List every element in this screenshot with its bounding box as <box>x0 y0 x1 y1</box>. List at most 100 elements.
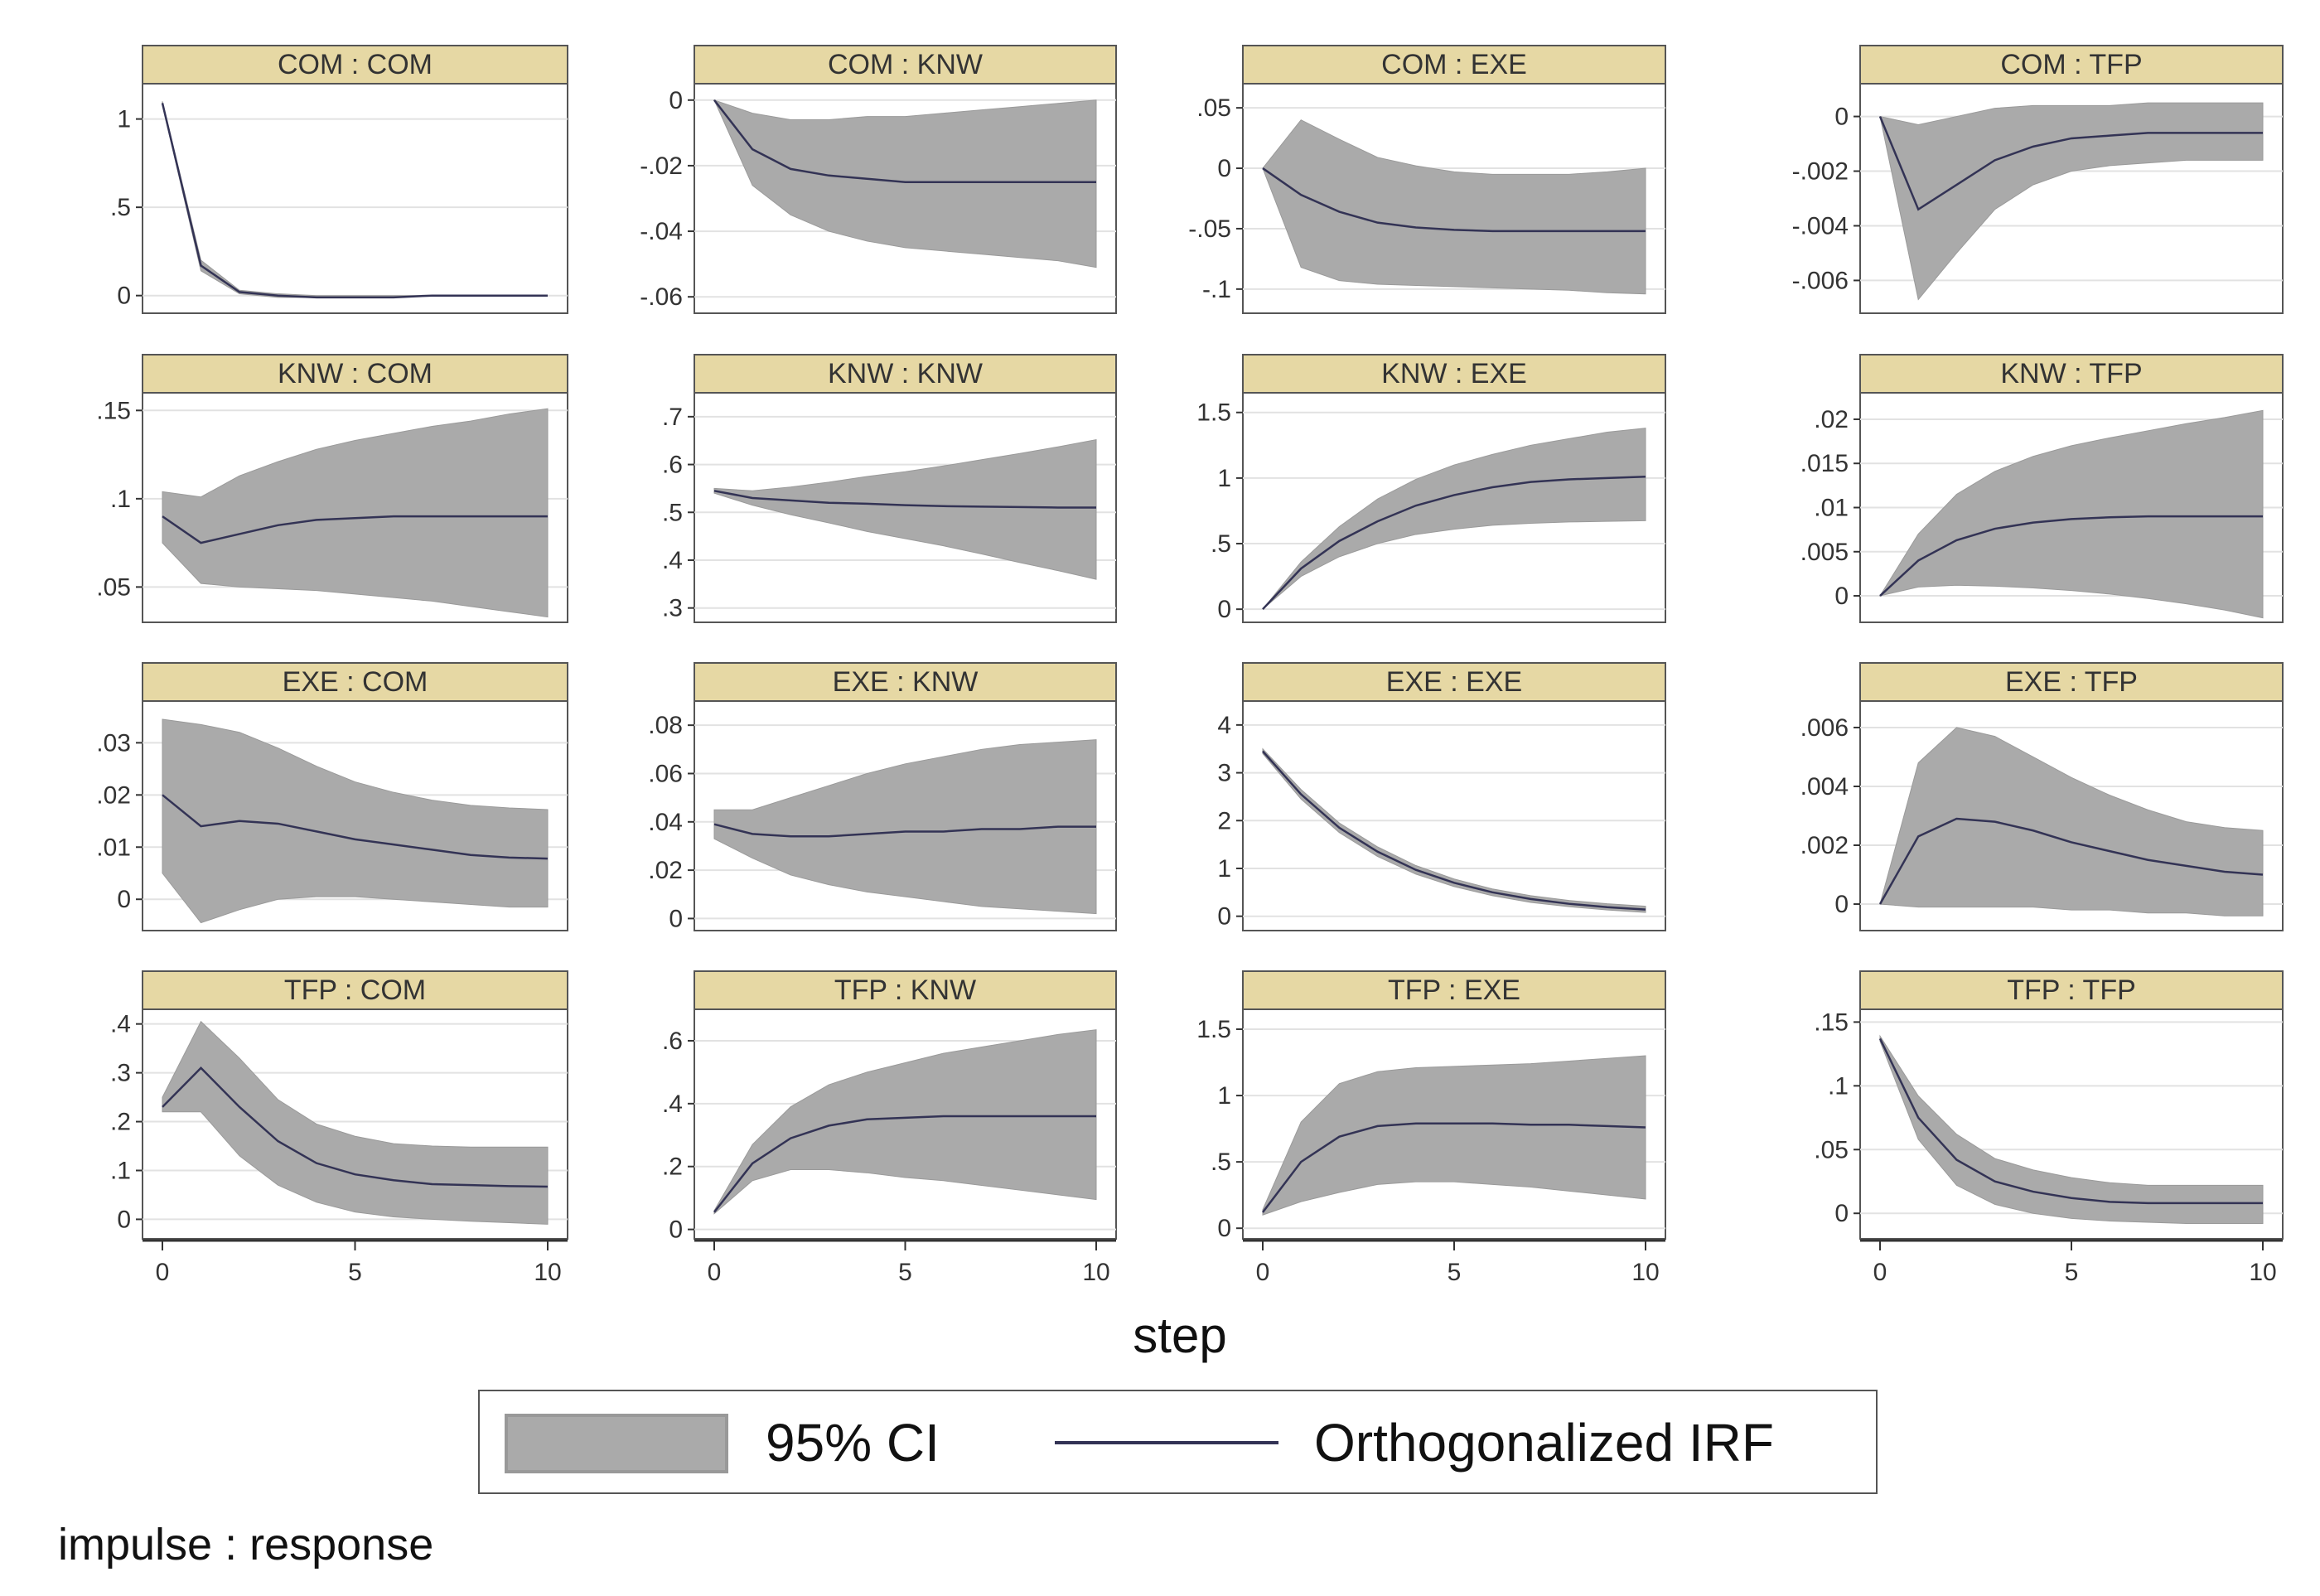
panel-knw-knw: KNW : KNW .7 .6 .5 .4 .3 <box>662 354 1117 623</box>
panel-title: COM : EXE <box>1381 49 1527 80</box>
y-tick-label: .02 <box>1814 406 1849 433</box>
y-tick-label: .2 <box>110 1109 131 1136</box>
panel-title: TFP : KNW <box>834 975 976 1006</box>
x-tick-label: 5 <box>2065 1259 2079 1286</box>
y-tick-label: .3 <box>110 1060 131 1087</box>
ci-band <box>1262 428 1646 610</box>
panel-plot-area <box>142 83 568 314</box>
y-tick-label: .4 <box>110 1011 131 1038</box>
panel-com-knw: COM : KNW 0 -.02 -.04 -.06 <box>640 45 1117 314</box>
y-tick-label: .7 <box>662 404 683 431</box>
ci-band <box>713 1029 1097 1215</box>
y-tick-label: -.1 <box>1202 276 1231 303</box>
x-tick-label: 5 <box>348 1259 362 1286</box>
x-tick-label: 5 <box>898 1259 912 1286</box>
panel-strip <box>1859 970 2284 1010</box>
legend-irf-line <box>1055 1441 1278 1444</box>
ci-band <box>162 1020 549 1225</box>
y-tick-label: 4 <box>1217 712 1231 739</box>
y-tick-label: .1 <box>110 486 131 513</box>
y-tick-label: 0 <box>1217 1215 1231 1242</box>
y-tick-label: 0 <box>117 283 131 310</box>
panel-title: EXE : COM <box>283 666 428 698</box>
y-tick-label: .01 <box>1814 495 1849 522</box>
panel-exe-com: EXE : COM .03 .02 .01 0 <box>96 662 568 931</box>
y-tick-label: 1 <box>1217 465 1231 492</box>
ci-band <box>713 739 1097 915</box>
x-tick-label: 0 <box>156 1259 170 1286</box>
panel-tfp-knw: TFP : KNW .6 .4 .2 0 <box>662 970 1117 1244</box>
panel-strip <box>694 970 1117 1010</box>
y-tick-label: .4 <box>662 547 683 574</box>
panel-strip <box>142 354 568 394</box>
y-tick-label: .04 <box>648 809 683 836</box>
panel-tfp-com: TFP : COM .4 .3 .2 .1 0 <box>110 970 568 1240</box>
panel-com-exe: COM : EXE .05 0 -.05 -.1 <box>1188 45 1666 314</box>
panel-strip <box>142 662 568 702</box>
y-tick-label: .15 <box>96 397 131 424</box>
y-tick-label: .02 <box>648 857 683 884</box>
legend: 95% CI Orthogonalized IRF <box>478 1390 1878 1494</box>
irf-line <box>713 1115 1096 1213</box>
panel-strip <box>1859 354 2284 394</box>
panel-exe-tfp: EXE : TFP .006 .004 .002 0 <box>1800 662 2284 931</box>
irf-line <box>1878 1037 2263 1205</box>
ci-band <box>1262 1055 1646 1216</box>
x-axis: 0 5 10 <box>1860 1239 2283 1286</box>
y-tick-label: .006 <box>1800 714 1849 742</box>
irf-line <box>162 1066 549 1188</box>
y-tick-label: 0 <box>669 1216 683 1244</box>
y-tick-label: .6 <box>662 1028 683 1055</box>
y-tick-label: -.02 <box>640 152 683 180</box>
panel-title: KNW : EXE <box>1381 358 1527 389</box>
panel-plot-area <box>1242 700 1666 931</box>
panel-title: COM : KNW <box>828 49 983 80</box>
y-tick-label: -.004 <box>1792 212 1849 239</box>
ci-band <box>1879 1034 2264 1225</box>
irf-line <box>1878 817 2264 905</box>
y-tick-label: .5 <box>110 194 131 221</box>
panel-title: TFP : COM <box>284 975 426 1006</box>
y-tick-label: .6 <box>662 452 683 479</box>
panel-title: EXE : EXE <box>1386 666 1522 698</box>
y-tick-label: .1 <box>110 1157 131 1184</box>
panel-title: COM : COM <box>278 49 433 80</box>
y-tick-label: 0 <box>1834 583 1849 610</box>
irf-line <box>161 103 548 299</box>
y-tick-label: .2 <box>662 1153 683 1181</box>
irf-line <box>713 99 1096 183</box>
y-tick-label: -.006 <box>1792 267 1849 294</box>
y-tick-label: .05 <box>1814 1136 1849 1163</box>
panel-strip <box>1859 662 2284 702</box>
legend-ci-swatch <box>505 1414 728 1473</box>
y-tick-label: 1.5 <box>1196 399 1231 427</box>
y-tick-label: .3 <box>662 595 683 622</box>
irf-line <box>1879 515 2263 597</box>
y-tick-label: .15 <box>1814 1008 1849 1036</box>
x-tick-label: 10 <box>1631 1259 1659 1286</box>
y-tick-label: .01 <box>96 834 131 861</box>
y-tick-label: -.06 <box>640 283 683 311</box>
y-tick-label: .5 <box>1211 1149 1231 1176</box>
panel-title: EXE : TFP <box>2005 666 2138 698</box>
y-tick-label: 3 <box>1217 760 1231 787</box>
y-tick-label: 1 <box>117 106 131 133</box>
panel-title: EXE : KNW <box>833 666 979 698</box>
panel-title: COM : TFP <box>2000 49 2142 80</box>
y-tick-label: .002 <box>1800 832 1849 859</box>
x-axis: 0 5 10 <box>694 1239 1116 1286</box>
y-tick-label: .4 <box>662 1091 683 1118</box>
y-tick-label: .1 <box>1828 1072 1849 1100</box>
y-tick-label: -.05 <box>1188 215 1231 243</box>
panel-strip <box>694 662 1117 702</box>
y-tick-label: 0 <box>117 886 131 913</box>
y-tick-label: 1 <box>1217 855 1231 883</box>
x-tick-label: 10 <box>1082 1259 1109 1286</box>
panel-title: KNW : TFP <box>2000 358 2142 389</box>
x-axes: 0 5 10 0 5 10 0 5 10 0 5 10 <box>143 1239 2283 1286</box>
y-tick-label: 0 <box>1834 1200 1849 1227</box>
x-tick-label: 0 <box>708 1259 722 1286</box>
panel-strip <box>1242 354 1666 394</box>
y-tick-label: .06 <box>648 760 683 787</box>
